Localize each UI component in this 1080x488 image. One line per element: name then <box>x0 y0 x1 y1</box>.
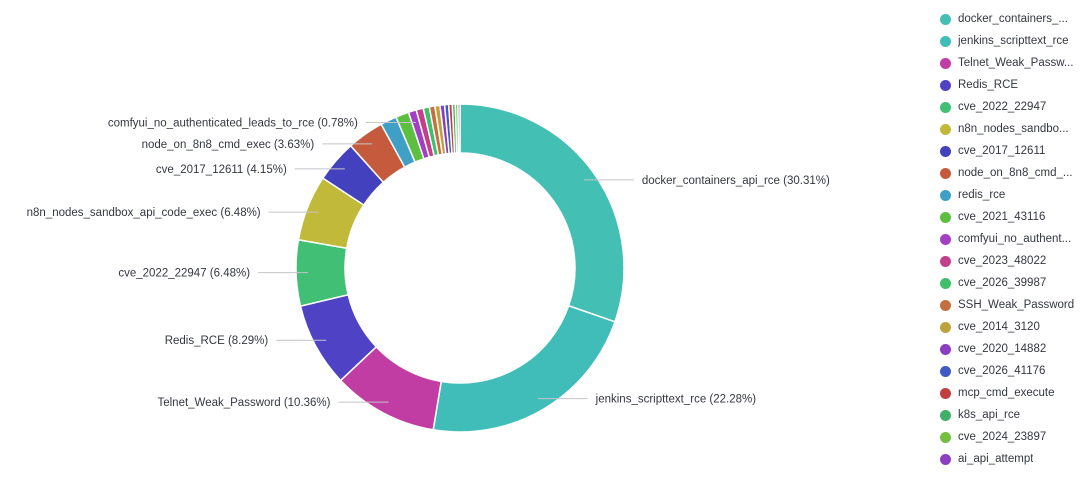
legend-swatch <box>940 431 951 443</box>
legend-label: cve_2026_39987 <box>958 277 1047 289</box>
legend-swatch <box>940 321 951 333</box>
legend-item-n8n_nodes_sandbox_api_code_exec[interactable]: n8n_nodes_sandbo... <box>940 118 1080 140</box>
legend-label: cve_2022_22947 <box>958 101 1047 113</box>
legend-item-k8s_api_rce[interactable]: k8s_api_rce <box>940 404 1080 426</box>
legend-item-cve_2024_23897[interactable]: cve_2024_23897 <box>940 426 1080 448</box>
legend-label: k8s_api_rce <box>958 409 1021 421</box>
slice-label-cve_2017_12611: cve_2017_12611 (4.15%) <box>156 164 287 176</box>
legend-item-redis_rce[interactable]: redis_rce <box>940 184 1080 206</box>
legend-item-cve_2017_12611[interactable]: cve_2017_12611 <box>940 140 1080 162</box>
legend-swatch <box>940 343 951 355</box>
legend-label: Redis_RCE <box>958 79 1019 91</box>
legend-label: cve_2023_48022 <box>958 255 1047 267</box>
legend-item-cve_2026_41176[interactable]: cve_2026_41176 <box>940 360 1080 382</box>
legend-swatch <box>940 453 951 465</box>
legend-swatch <box>940 123 951 135</box>
legend-item-cve_2020_14882[interactable]: cve_2020_14882 <box>940 338 1080 360</box>
legend-item-cve_2022_22947[interactable]: cve_2022_22947 <box>940 96 1080 118</box>
donut-chart: docker_containers_api_rce (30.31%) jenkin… <box>27 103 830 433</box>
legend-label: node_on_8n8_cmd_... <box>958 167 1073 179</box>
legend-swatch <box>940 299 951 311</box>
slice-label-docker_containers_api_rce: docker_containers_api_rce (30.31%) <box>642 175 830 187</box>
legend-item-mcp_cmd_execute[interactable]: mcp_cmd_execute <box>940 382 1080 404</box>
legend-label: cve_2020_14882 <box>958 343 1047 355</box>
legend-swatch <box>940 409 951 421</box>
slice-label-cve_2022_22947: cve_2022_22947 (6.48%) <box>118 268 250 280</box>
legend-swatch <box>940 189 951 201</box>
slice-label-comfyui_no_authenticated_leads_to_rce: comfyui_no_authenticated_leads_to_rce (0… <box>108 118 358 130</box>
legend-item-cve_2014_3120[interactable]: cve_2014_3120 <box>940 316 1080 338</box>
donut-slices <box>295 103 625 433</box>
legend-swatch <box>940 167 951 179</box>
legend-item-jenkins_scripttext_rce[interactable]: jenkins_scripttext_rce <box>940 30 1080 52</box>
slice-label-jenkins_scripttext_rce: jenkins_scripttext_rce (22.28%) <box>595 394 757 406</box>
slice-docker_containers_api_rce[interactable] <box>459 103 625 323</box>
legend-item-comfyui_no_authenticated_leads_to_rce[interactable]: comfyui_no_authent... <box>940 228 1080 250</box>
legend-label: jenkins_scripttext_rce <box>958 35 1069 47</box>
legend-item-cve_2021_43116[interactable]: cve_2021_43116 <box>940 206 1080 228</box>
legend-item-cve_2026_39987[interactable]: cve_2026_39987 <box>940 272 1080 294</box>
legend-item-node_on_8n8_cmd_exec[interactable]: node_on_8n8_cmd_... <box>940 162 1080 184</box>
legend-swatch <box>940 57 951 69</box>
legend-swatch <box>940 255 951 267</box>
legend-label: Telnet_Weak_Passw... <box>958 57 1074 69</box>
legend-label: redis_rce <box>958 189 1006 201</box>
slice-label-n8n_nodes_sandbox_api_code_exec: n8n_nodes_sandbox_api_code_exec (6.48%) <box>27 207 261 219</box>
slice-ai_api_attempt[interactable] <box>457 103 461 154</box>
legend-item-docker_containers_api_rce[interactable]: docker_containers_... <box>940 8 1080 30</box>
legend-swatch <box>940 13 951 25</box>
legend-item-cve_2023_48022[interactable]: cve_2023_48022 <box>940 250 1080 272</box>
legend-swatch <box>940 79 951 91</box>
legend-item-ai_api_attempt[interactable]: ai_api_attempt <box>940 448 1080 470</box>
legend-swatch <box>940 387 951 399</box>
legend-label: cve_2026_41176 <box>958 365 1046 377</box>
legend-label: comfyui_no_authent... <box>958 233 1072 245</box>
slice-label-node_on_8n8_cmd_exec: node_on_8n8_cmd_exec (3.63%) <box>142 139 315 151</box>
legend-label: cve_2024_23897 <box>958 431 1047 443</box>
legend-swatch <box>940 211 951 223</box>
legend-label: cve_2017_12611 <box>958 145 1046 157</box>
slice-jenkins_scripttext_rce[interactable] <box>432 304 616 433</box>
legend-label: SSH_Weak_Password <box>958 299 1075 311</box>
chart-legend: docker_containers_... jenkins_scripttext_… <box>940 8 1080 470</box>
legend-swatch <box>940 233 951 245</box>
legend-item-SSH_Weak_Password[interactable]: SSH_Weak_Password <box>940 294 1080 316</box>
legend-label: docker_containers_... <box>958 13 1068 25</box>
legend-swatch <box>940 365 951 377</box>
slice-labels: docker_containers_api_rce (30.31%) jenkin… <box>27 118 830 410</box>
legend-item-Redis_RCE[interactable]: Redis_RCE <box>940 74 1080 96</box>
slice-label-Telnet_Weak_Password: Telnet_Weak_Password (10.36%) <box>157 397 330 409</box>
leader-lines <box>258 122 634 403</box>
legend-item-Telnet_Weak_Password[interactable]: Telnet_Weak_Passw... <box>940 52 1080 74</box>
legend-swatch <box>940 145 951 157</box>
legend-swatch <box>940 35 951 47</box>
legend-label: ai_api_attempt <box>958 453 1034 465</box>
legend-swatch <box>940 277 951 289</box>
slice-label-Redis_RCE: Redis_RCE (8.29%) <box>165 335 269 347</box>
legend-label: n8n_nodes_sandbo... <box>958 123 1069 135</box>
legend-label: cve_2021_43116 <box>958 211 1046 223</box>
legend-swatch <box>940 101 951 113</box>
legend-label: cve_2014_3120 <box>958 321 1040 333</box>
legend-label: mcp_cmd_execute <box>958 387 1055 399</box>
